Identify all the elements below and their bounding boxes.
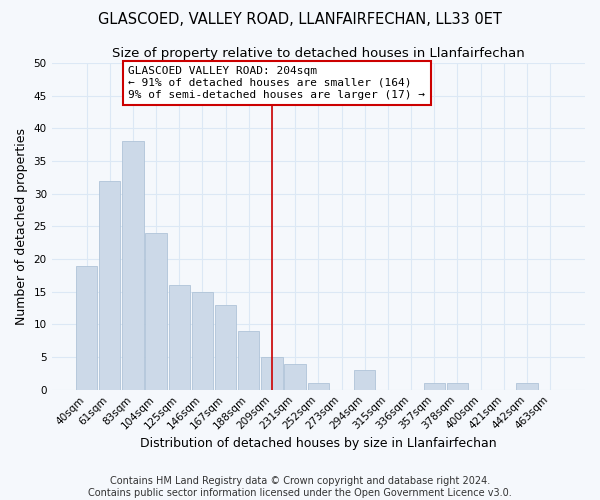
Bar [284,364,306,390]
Bar [308,383,329,390]
Bar [192,292,213,390]
Bar [145,233,167,390]
Bar [169,285,190,390]
Text: Contains HM Land Registry data © Crown copyright and database right 2024.
Contai: Contains HM Land Registry data © Crown c… [88,476,512,498]
Y-axis label: Number of detached properties: Number of detached properties [15,128,28,325]
Bar [516,383,538,390]
Bar [99,180,121,390]
Title: Size of property relative to detached houses in Llanfairfechan: Size of property relative to detached ho… [112,48,525,60]
Bar [424,383,445,390]
Bar [262,357,283,390]
Bar [354,370,376,390]
Bar [76,266,97,390]
Bar [122,142,143,390]
Text: GLASCOED VALLEY ROAD: 204sqm
← 91% of detached houses are smaller (164)
9% of se: GLASCOED VALLEY ROAD: 204sqm ← 91% of de… [128,66,425,100]
X-axis label: Distribution of detached houses by size in Llanfairfechan: Distribution of detached houses by size … [140,437,497,450]
Bar [238,331,259,390]
Text: GLASCOED, VALLEY ROAD, LLANFAIRFECHAN, LL33 0ET: GLASCOED, VALLEY ROAD, LLANFAIRFECHAN, L… [98,12,502,28]
Bar [215,305,236,390]
Bar [447,383,468,390]
